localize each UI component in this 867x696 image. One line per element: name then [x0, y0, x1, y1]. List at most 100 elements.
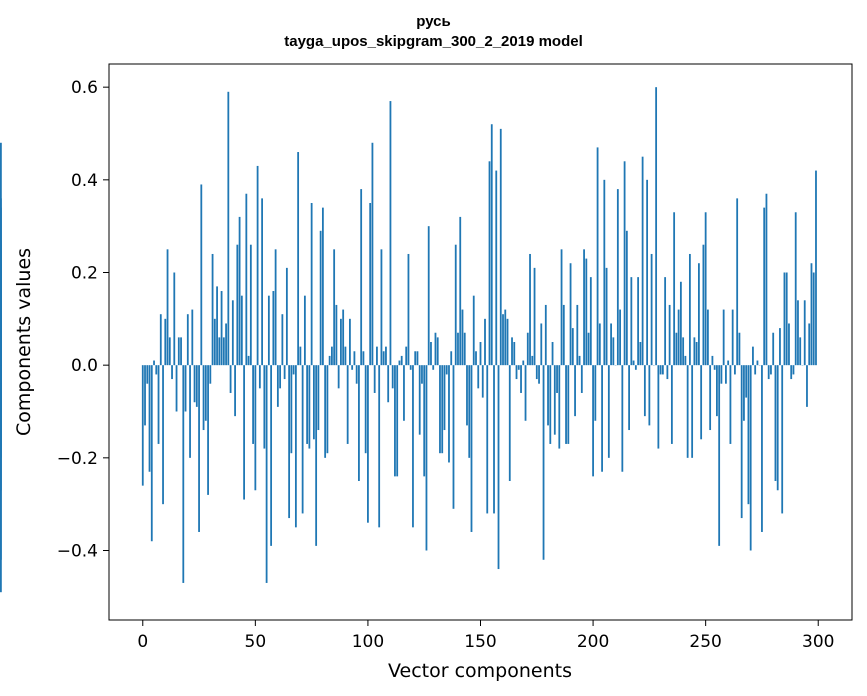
bar-component-14 [173, 272, 176, 366]
bar-component-87 [337, 365, 340, 389]
bar-component-296 [808, 323, 811, 366]
bar-component-221 [639, 342, 642, 366]
bar-component-80 [321, 207, 324, 366]
y-axis-ticks: −0.4 −0.2 0.0 0.2 0.4 0.6 [57, 78, 109, 562]
bar-component-208 [610, 323, 612, 366]
bar-component-102 [371, 142, 374, 366]
bar-component-128 [430, 342, 432, 366]
bar-component-34 [218, 337, 221, 366]
bar-component-41 [234, 365, 236, 417]
bar-component-91 [346, 365, 349, 444]
bar-component-4 [150, 365, 153, 542]
bar-component-246 [695, 342, 698, 366]
bar-component-37 [225, 323, 227, 366]
y-tick-label: 0.0 [71, 356, 98, 376]
bar-component-238 [677, 309, 680, 366]
bar-component-265 [738, 332, 741, 366]
bar-component-291 [797, 300, 799, 366]
bar-component-206 [605, 267, 608, 366]
bar-component-6 [155, 365, 158, 375]
bar-component-38 [227, 91, 230, 366]
bar-component-133 [441, 365, 444, 454]
x-tick-label: 150 [464, 632, 496, 652]
title-block: русь tayga_upos_skipgram_300_2_2019 mode… [0, 12, 867, 52]
bar-component-226 [650, 253, 653, 366]
bar-component-187 [562, 304, 565, 366]
bar-component-109 [387, 365, 390, 403]
bar-component-239 [679, 281, 682, 366]
bar-component-222 [641, 156, 644, 366]
bar-component-182 [551, 342, 554, 366]
bar-component-159 [499, 128, 502, 366]
bar-component-269 [747, 365, 750, 505]
x-tick-label: 300 [802, 632, 834, 652]
bar-component-135 [445, 365, 448, 375]
bar-component-138 [452, 365, 455, 509]
bar-component-2 [146, 365, 149, 384]
bar-component-197 [585, 258, 588, 366]
bar-component-243 [688, 253, 691, 366]
bar-component-66 [290, 365, 293, 454]
y-tick-label: −0.4 [57, 542, 98, 562]
bar-component-112 [394, 365, 396, 477]
bar-component-62 [281, 314, 284, 366]
bar-component-285 [783, 272, 786, 366]
bar-component-212 [619, 309, 621, 366]
bar-component-33 [216, 286, 218, 366]
bar-component-297 [810, 263, 813, 366]
bar-component-undefined [0, 142, 2, 366]
bar-component-254 [713, 365, 716, 370]
bar-component-57 [270, 365, 273, 546]
bar-component-44 [240, 295, 243, 366]
bar-component-130 [434, 332, 437, 366]
bar-component-140 [457, 332, 459, 366]
bar-component-280 [772, 332, 775, 366]
bar-component-224 [646, 179, 649, 366]
bar-component-1 [144, 365, 146, 426]
bar-component-101 [369, 203, 372, 366]
bar-component-134 [443, 365, 446, 431]
bar-component-175 [535, 365, 538, 380]
bar-component-51 [256, 165, 259, 366]
bar-component-8 [159, 314, 162, 366]
bar-component-220 [637, 277, 640, 366]
bar-component-249 [702, 244, 705, 366]
bar-component-13 [171, 365, 173, 380]
bar-component-298 [812, 272, 815, 366]
bar-component-256 [718, 365, 721, 546]
bar-component-7 [157, 365, 160, 444]
bar-component-85 [333, 249, 336, 366]
bar-component-271 [752, 346, 754, 366]
bar-component-192 [574, 365, 576, 417]
bar-component-105 [378, 365, 381, 528]
bar-component-107 [382, 351, 385, 366]
bar-component-70 [299, 346, 302, 366]
bar-component-236 [673, 212, 676, 366]
bar-component-29 [207, 365, 209, 495]
bar-component-90 [344, 346, 347, 366]
bar-component-undefined [0, 272, 2, 366]
bar-component-3 [148, 365, 151, 472]
bar-component-123 [418, 365, 421, 435]
bar-component-82 [326, 365, 329, 454]
bar-component-76 [312, 365, 315, 440]
bar-component-143 [463, 332, 466, 366]
bar-component-268 [745, 365, 748, 398]
bar-component-115 [400, 355, 403, 366]
bar-component-251 [707, 309, 709, 366]
bars-group [0, 87, 817, 593]
bar-component-52 [258, 365, 261, 389]
bar-component-244 [691, 365, 694, 458]
bar-component-219 [634, 365, 637, 370]
bar-component-214 [623, 161, 626, 366]
bar-component-165 [513, 342, 516, 366]
bar-component-216 [628, 365, 630, 431]
bar-component-153 [486, 365, 489, 514]
bar-component-16 [177, 337, 180, 366]
bar-component-150 [479, 342, 482, 366]
bar-component-204 [601, 365, 603, 472]
bar-component-292 [799, 337, 802, 366]
bar-component-9 [162, 365, 164, 505]
bar-component-255 [716, 365, 718, 417]
bar-component-118 [407, 253, 410, 366]
